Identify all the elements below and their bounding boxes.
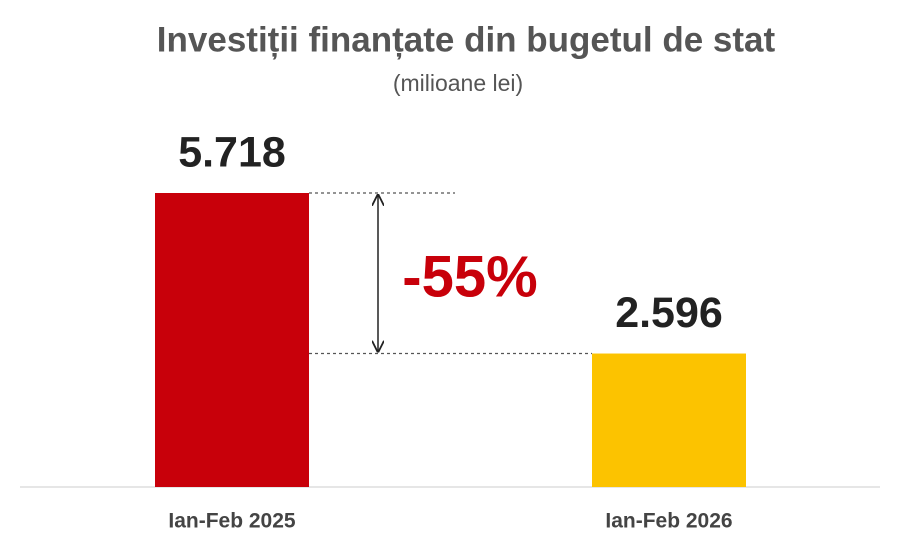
x-tick-label: Ian-Feb 2026 [605, 510, 732, 533]
bar [592, 353, 746, 487]
chart-title: Investiții finanțate din bugetul de stat [157, 20, 776, 59]
value-label: 2.596 [615, 289, 723, 337]
chart-subtitle: (milioane lei) [393, 70, 523, 96]
value-label: 5.718 [178, 128, 286, 176]
annotation: -55% [402, 245, 537, 310]
bar [155, 193, 309, 487]
x-tick-label: Ian-Feb 2025 [168, 510, 296, 533]
